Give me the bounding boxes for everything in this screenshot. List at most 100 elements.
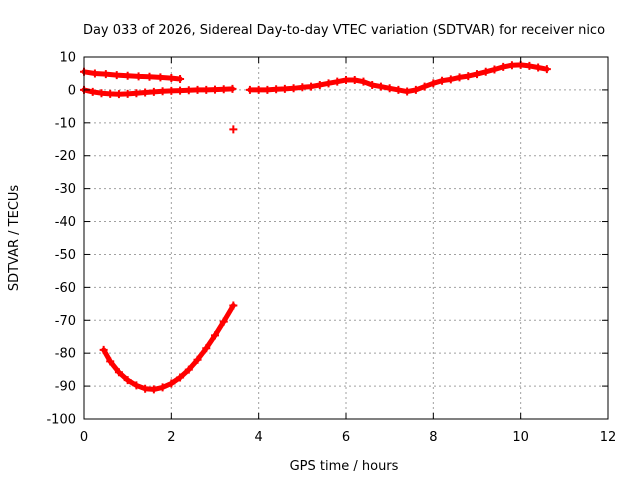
- data-point: [132, 89, 141, 98]
- data-point: [101, 70, 110, 79]
- series-4: [245, 60, 551, 96]
- data-point: [324, 79, 333, 88]
- data-point: [134, 72, 143, 81]
- data-point: [149, 385, 158, 394]
- data-point: [307, 82, 316, 91]
- data-point: [368, 80, 377, 89]
- data-point: [123, 71, 132, 80]
- x-axis-label: GPS time / hours: [290, 459, 399, 474]
- series-band: [81, 69, 183, 82]
- data-point: [429, 79, 438, 88]
- series-band: [101, 303, 236, 392]
- data-point: [438, 76, 447, 85]
- x-tick-label: 12: [600, 430, 617, 445]
- data-point: [88, 87, 97, 96]
- data-point: [167, 86, 176, 95]
- data-point: [123, 376, 132, 385]
- data-point: [394, 85, 403, 94]
- x-tick-label: 0: [80, 430, 88, 445]
- data-point: [193, 355, 202, 364]
- y-tick-label: -90: [55, 380, 76, 395]
- y-tick-label: -20: [55, 149, 76, 164]
- data-point: [202, 344, 211, 353]
- y-tick-label: -70: [55, 314, 76, 329]
- data-point: [158, 87, 167, 96]
- data-point: [481, 67, 490, 76]
- data-point: [499, 62, 508, 71]
- y-tick-label: -50: [55, 248, 76, 263]
- data-point: [99, 345, 108, 354]
- data-point: [473, 70, 481, 79]
- data-point: [420, 82, 429, 91]
- data-point: [176, 86, 185, 95]
- axis-ticks: 10 0 -10 -20 -30 -40 -50 -60 -70 -80 -90 -100 0 2 4 6 8 1…: [46, 51, 616, 446]
- data-point: [446, 75, 455, 84]
- data-point: [490, 65, 499, 74]
- data-point: [90, 69, 99, 78]
- data-point: [176, 75, 185, 84]
- y-axis-label: SDTVAR / TECUs: [7, 185, 22, 292]
- data-point: [112, 71, 121, 80]
- data-point: [411, 85, 420, 94]
- data-point: [219, 85, 228, 94]
- data-point: [254, 85, 263, 94]
- y-tick-label: -80: [55, 347, 76, 362]
- y-tick-label: -60: [55, 281, 76, 296]
- data-point: [202, 85, 211, 94]
- data-point: [141, 384, 150, 393]
- data-point: [272, 85, 281, 94]
- x-tick-label: 8: [429, 430, 437, 445]
- data-point: [525, 61, 534, 70]
- data-point: [106, 357, 115, 366]
- data-point: [114, 90, 123, 99]
- y-tick-label: -40: [55, 215, 76, 230]
- data-point: [167, 379, 176, 388]
- data-point: [229, 125, 238, 134]
- data-point: [158, 383, 167, 392]
- x-tick-label: 10: [512, 430, 529, 445]
- data-point: [403, 87, 412, 96]
- data-point: [507, 61, 516, 70]
- data-point: [542, 65, 551, 74]
- data-point: [263, 85, 272, 94]
- data-point: [97, 89, 106, 98]
- chart-title: Day 033 of 2026, Sidereal Day-to-day VTE…: [83, 23, 605, 38]
- data-point: [184, 86, 193, 95]
- data-point: [376, 82, 385, 91]
- data-point: [350, 76, 359, 85]
- y-tick-label: -100: [46, 413, 76, 428]
- series-2: [229, 125, 238, 134]
- series-0: [80, 67, 185, 84]
- data-points: [80, 60, 551, 394]
- data-point: [211, 331, 219, 340]
- data-point: [298, 83, 307, 92]
- data-point: [132, 381, 141, 390]
- data-point: [229, 301, 238, 310]
- data-point: [211, 85, 219, 94]
- data-point: [149, 87, 158, 96]
- data-point: [315, 80, 324, 89]
- y-tick-label: 10: [59, 51, 76, 66]
- x-tick-label: 2: [167, 430, 175, 445]
- x-tick-label: 4: [255, 430, 263, 445]
- grid: [84, 57, 608, 419]
- data-point: [464, 72, 473, 81]
- series-1: [80, 84, 237, 99]
- y-tick-label: 0: [68, 83, 76, 98]
- data-point: [228, 84, 237, 93]
- data-point: [280, 84, 289, 93]
- x-tick-label: 6: [342, 430, 350, 445]
- data-point: [385, 84, 394, 93]
- data-point: [219, 317, 228, 326]
- data-point: [289, 84, 298, 93]
- data-point: [193, 85, 202, 94]
- data-point: [156, 73, 165, 82]
- data-point: [106, 89, 115, 98]
- data-point: [534, 63, 543, 72]
- data-point: [141, 88, 150, 97]
- data-point: [333, 77, 342, 86]
- series-3: [99, 301, 238, 394]
- data-point: [455, 73, 464, 82]
- data-point: [359, 77, 368, 86]
